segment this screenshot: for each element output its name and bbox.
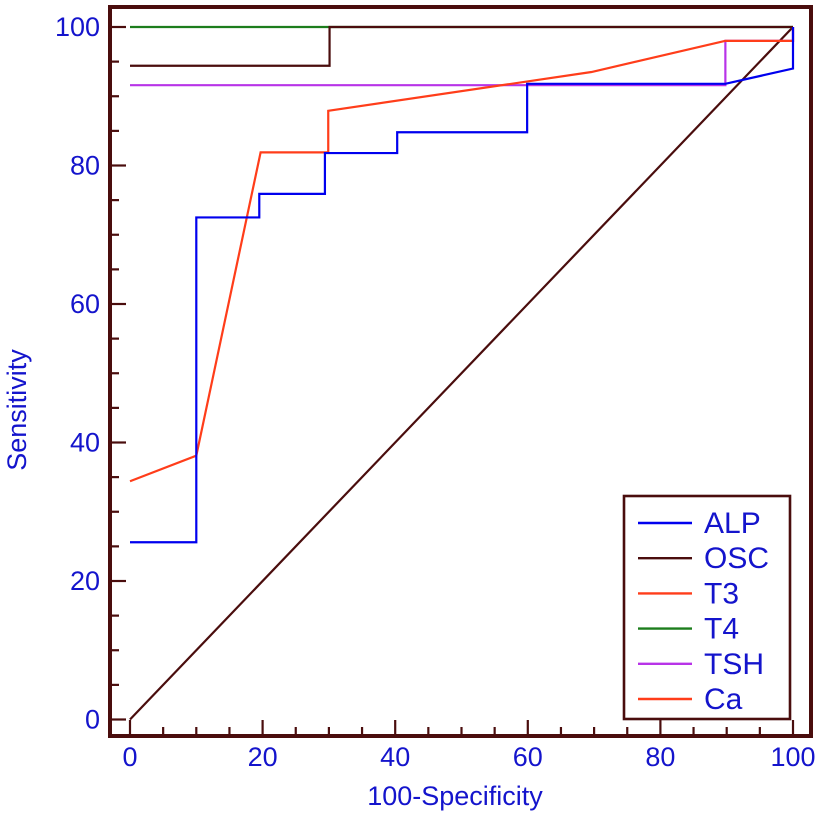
svg-text:Ca: Ca: [704, 683, 743, 716]
svg-text:T4: T4: [704, 613, 739, 646]
svg-text:0: 0: [122, 742, 137, 772]
svg-text:100: 100: [55, 12, 100, 42]
svg-text:20: 20: [70, 566, 100, 596]
svg-text:0: 0: [85, 705, 100, 735]
svg-text:100: 100: [770, 742, 815, 772]
svg-text:TSH: TSH: [704, 648, 764, 681]
svg-text:80: 80: [70, 151, 100, 181]
svg-text:60: 60: [513, 742, 543, 772]
svg-text:T3: T3: [704, 577, 739, 610]
svg-text:60: 60: [70, 289, 100, 319]
svg-text:40: 40: [380, 742, 410, 772]
svg-text:ALP: ALP: [704, 507, 761, 540]
svg-text:20: 20: [248, 742, 278, 772]
svg-text:Sensitivity: Sensitivity: [2, 349, 32, 471]
svg-text:100-Specificity: 100-Specificity: [367, 781, 543, 811]
svg-text:OSC: OSC: [704, 542, 769, 575]
svg-text:80: 80: [645, 742, 675, 772]
svg-text:40: 40: [70, 428, 100, 458]
